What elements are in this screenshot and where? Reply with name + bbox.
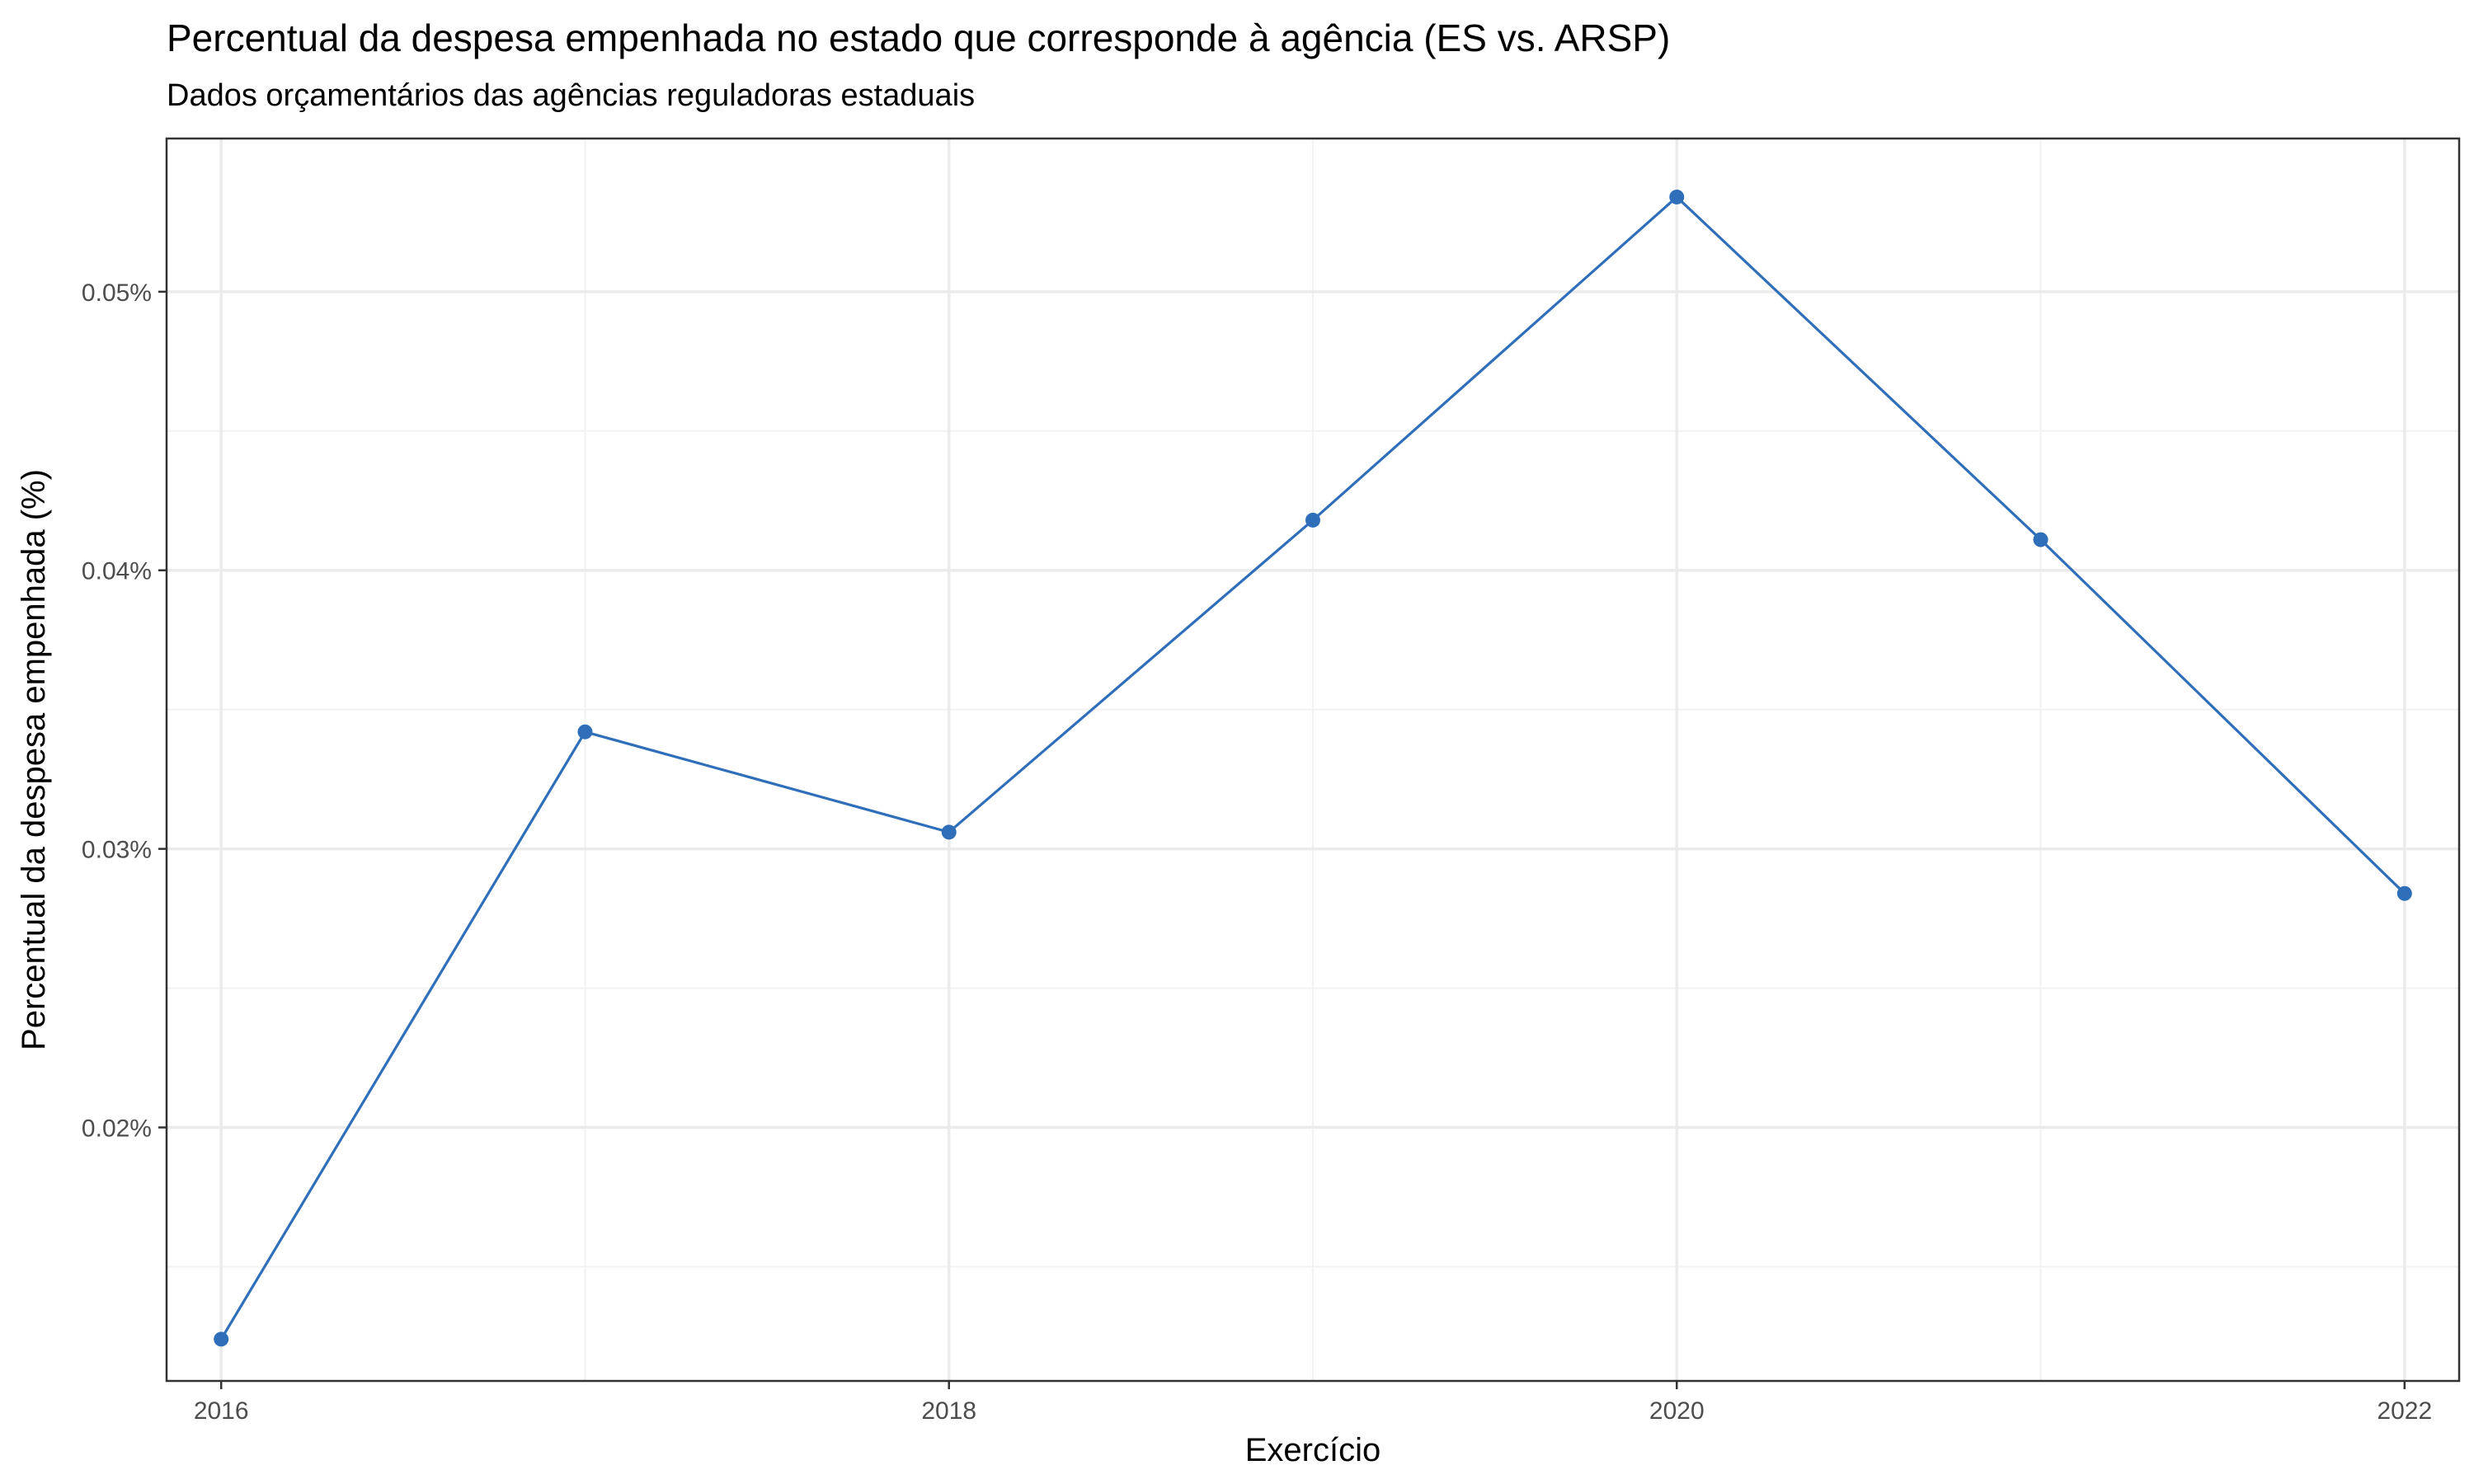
x-tick-label: 2018 <box>921 1397 976 1425</box>
y-tick-label: 0.05% <box>82 279 152 307</box>
series-layer <box>214 189 2412 1347</box>
minor-gridlines <box>167 139 2459 1381</box>
y-tick-label: 0.02% <box>82 1115 152 1143</box>
y-tick-label: 0.03% <box>82 837 152 864</box>
plot-panel <box>165 137 2461 1383</box>
x-axis-title: Exercício <box>1245 1432 1381 1468</box>
y-axis: 0.02% 0.03% 0.04% 0.05% <box>82 279 167 1143</box>
chart-subtitle: Dados orçamentários das agências regulad… <box>167 78 975 113</box>
x-tick-label: 2022 <box>2377 1397 2432 1425</box>
data-point-2017 <box>577 724 593 740</box>
y-tick-label: 0.04% <box>82 558 152 585</box>
data-point-2021 <box>2033 532 2048 547</box>
x-tick-label: 2020 <box>1649 1397 1705 1425</box>
major-gridlines <box>167 139 2459 1381</box>
x-tick-label: 2016 <box>194 1397 249 1425</box>
data-point-2016 <box>214 1331 229 1347</box>
data-point-2022 <box>2396 885 2412 901</box>
y-axis-title: Percentual da despesa empenhada (%) <box>16 469 52 1050</box>
chart-title: Percentual da despesa empenhada no estad… <box>167 16 1670 59</box>
x-axis: 2016 2018 2020 2022 <box>194 1381 2432 1425</box>
data-point-2020 <box>1669 189 1685 204</box>
data-point-2018 <box>941 824 957 840</box>
data-point-2019 <box>1305 512 1320 528</box>
